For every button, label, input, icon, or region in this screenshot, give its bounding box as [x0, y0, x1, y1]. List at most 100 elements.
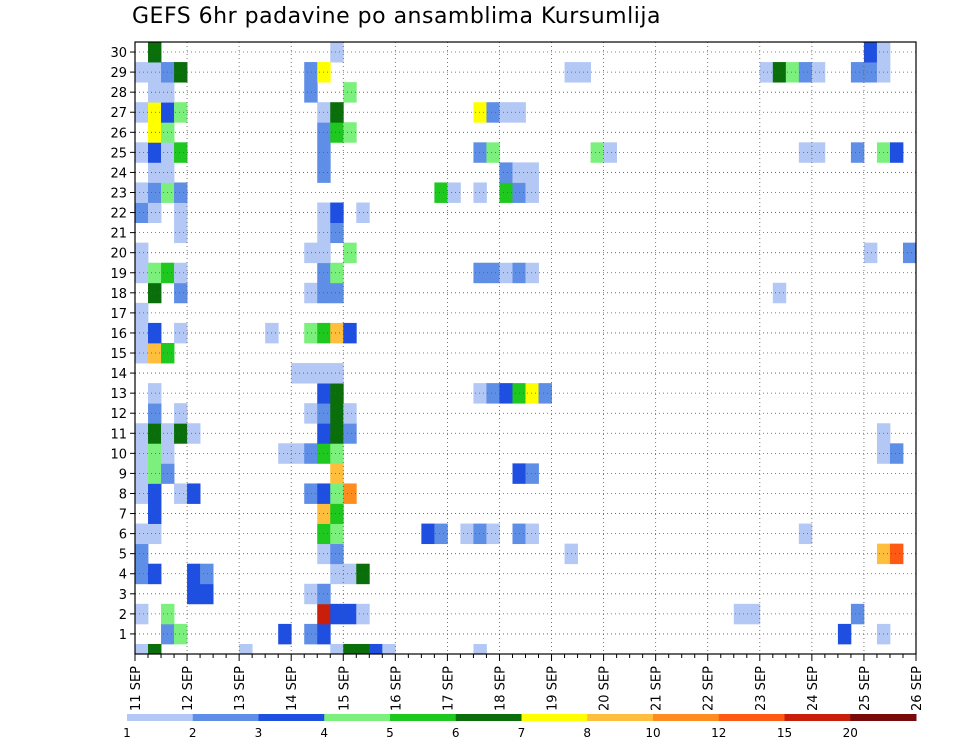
- gridlines: [135, 42, 916, 654]
- y-tick-label: 8: [119, 487, 127, 502]
- heatmap-cell: [863, 242, 878, 264]
- y-tick-label: 29: [110, 66, 127, 81]
- heatmap-cell: [148, 62, 162, 83]
- y-axis: 1234567891011121314151617181920212223242…: [110, 46, 135, 643]
- heatmap-cell: [486, 142, 500, 163]
- x-tick-label: 23 SEP: [754, 666, 769, 711]
- heatmap-cell: [733, 603, 748, 625]
- heatmap-cell: [499, 182, 513, 203]
- colorbar-label: 4: [320, 726, 328, 740]
- heatmap-cell: [200, 583, 214, 605]
- heatmap-cell: [148, 82, 162, 103]
- colorbar-swatch: [324, 714, 391, 721]
- heatmap-cell: [811, 142, 826, 163]
- heatmap-cell: [343, 122, 357, 143]
- x-tick-label: 20 SEP: [598, 666, 613, 711]
- colorbar-swatch: [127, 714, 194, 721]
- heatmap-cell: [174, 403, 188, 424]
- y-tick-label: 6: [119, 528, 127, 543]
- heatmap-cell: [174, 423, 188, 444]
- heatmap-cell: [187, 563, 201, 585]
- y-tick-label: 4: [119, 568, 127, 583]
- heatmap-cell: [473, 383, 487, 404]
- colorbar-legend: 1 2 3 4 5 6 7 8 10 12 15 20: [123, 714, 917, 740]
- heatmap-cell: [330, 563, 344, 585]
- heatmap-cell: [148, 322, 162, 344]
- heatmap-cell: [148, 282, 162, 304]
- heatmap-cell: [174, 182, 188, 203]
- heatmap-cell: [291, 443, 305, 464]
- heatmap-cells: [135, 42, 917, 655]
- colorbar-label: 15: [777, 726, 792, 740]
- heatmap-cell: [304, 62, 318, 83]
- y-tick-label: 25: [110, 146, 127, 161]
- x-tick-label: 19 SEP: [546, 666, 561, 711]
- heatmap-cell: [902, 242, 917, 264]
- x-tick-label: 11 SEP: [129, 666, 144, 711]
- heatmap-cell: [135, 643, 149, 655]
- heatmap-cell: [330, 543, 344, 565]
- heatmap-cell: [148, 42, 162, 63]
- heatmap-cell: [330, 403, 344, 424]
- heatmap-cell: [343, 423, 357, 444]
- colorbar-label: 8: [583, 726, 591, 740]
- colorbar-swatch: [258, 714, 325, 721]
- heatmap-cell: [174, 102, 188, 123]
- heatmap-cell: [486, 523, 500, 545]
- heatmap-cell: [447, 182, 461, 203]
- colorbar-label: 5: [386, 726, 394, 740]
- heatmap-cell: [174, 142, 188, 163]
- heatmap-cell: [174, 322, 188, 344]
- y-tick-label: 2: [119, 608, 127, 623]
- plot-frame: [134, 41, 917, 655]
- y-tick-label: 1: [119, 628, 127, 643]
- y-tick-label: 12: [110, 407, 127, 422]
- heatmap-cell: [135, 142, 149, 163]
- heatmap-cell: [603, 142, 618, 163]
- heatmap-cell: [330, 102, 344, 123]
- x-tick-label: 21 SEP: [650, 666, 665, 711]
- y-tick-label: 24: [110, 166, 127, 181]
- heatmap-cell: [135, 322, 149, 344]
- x-tick-label: 24 SEP: [806, 666, 821, 711]
- heatmap-cell: [330, 122, 344, 143]
- heatmap-cell: [135, 302, 149, 324]
- heatmap-cell: [304, 82, 318, 103]
- heatmap-cell: [486, 262, 500, 284]
- x-axis: 11 SEP 12 SEP 13 SEP 14 SEP 15 SEP 16 SEP 17 S…: [129, 654, 925, 711]
- heatmap-cell: [278, 623, 292, 645]
- colorbar-swatch: [192, 714, 259, 721]
- colorbar-label: 1: [123, 726, 131, 740]
- heatmap-cell: [330, 443, 344, 464]
- heatmap-cell: [863, 62, 878, 83]
- heatmap-cell: [278, 443, 292, 464]
- heatmap-cell: [174, 62, 188, 83]
- heatmap-cell: [148, 182, 162, 203]
- heatmap-cell: [798, 142, 813, 163]
- heatmap-cell: [239, 643, 253, 655]
- heatmap-cell: [525, 262, 539, 284]
- colorbar-swatch: [784, 714, 851, 721]
- heatmap-cell: [473, 262, 487, 284]
- heatmap-cell: [343, 82, 357, 103]
- heatmap-cell: [148, 523, 162, 545]
- colorbar-label: 2: [189, 726, 197, 740]
- colorbar-label: 20: [843, 726, 858, 740]
- heatmap-cell: [135, 523, 149, 545]
- heatmap-cell: [473, 142, 487, 163]
- y-tick-label: 9: [119, 467, 127, 482]
- heatmap-cell: [499, 262, 513, 284]
- colorbar-swatch: [850, 714, 917, 721]
- heatmap-cell: [135, 563, 149, 585]
- heatmap-cell: [330, 42, 344, 63]
- colorbar-swatch: [455, 714, 522, 721]
- heatmap-cell: [187, 483, 201, 504]
- heatmap-cell: [304, 443, 318, 464]
- colorbar-label: 10: [645, 726, 660, 740]
- heatmap-cell: [343, 322, 357, 344]
- heatmap-cell: [759, 62, 774, 83]
- heatmap-cell: [473, 643, 487, 655]
- heatmap-cell: [330, 282, 344, 304]
- y-tick-label: 19: [110, 267, 127, 282]
- heatmap-cell: [577, 62, 591, 83]
